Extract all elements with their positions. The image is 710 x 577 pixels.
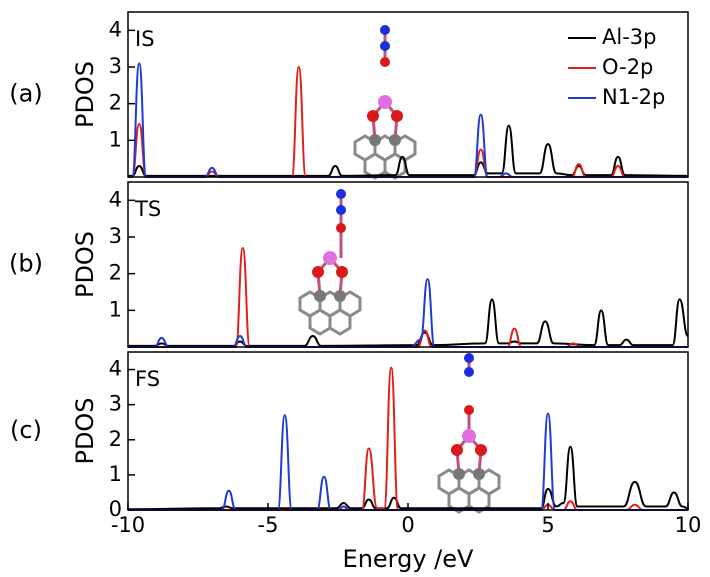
legend-label: N1-2p: [602, 85, 665, 109]
y-tick-label: 0: [109, 497, 122, 521]
series-line: [128, 412, 688, 512]
panel: 1 2 3 4 PDOS (a) IS Al-3p O-2p N1-2p: [9, 11, 689, 179]
plot-frame: [127, 351, 689, 511]
series-line: [127, 445, 689, 511]
plot-frame: [127, 181, 689, 348]
molecule-is: [353, 25, 417, 180]
series-line: [127, 246, 688, 349]
series-line: [128, 298, 689, 347]
state-label: IS: [135, 27, 155, 51]
y-tick-label: 4: [109, 357, 122, 381]
x-tick-label: 10: [675, 513, 702, 537]
y-axis-label: PDOS: [71, 61, 99, 128]
x-tick-label: 5: [541, 513, 554, 537]
y-axis-label: PDOS: [71, 397, 99, 464]
panel-label: (b): [9, 250, 43, 278]
y-axis-label: PDOS: [71, 231, 99, 298]
y-tick-label: 3: [109, 224, 122, 248]
series-line: [127, 62, 688, 179]
x-tick-label: -5: [258, 513, 279, 537]
panel-label: (c): [10, 416, 42, 444]
y-tick-label: 4: [109, 17, 122, 41]
legend-label: O-2p: [602, 55, 653, 79]
y-tick-label: 2: [109, 427, 122, 451]
x-tick-label: -10: [111, 513, 145, 537]
x-tick-label: 0: [401, 513, 414, 537]
y-tick-label: 2: [109, 91, 122, 115]
y-tick-label: 3: [109, 54, 122, 78]
y-tick-label: 2: [109, 261, 122, 285]
x-axis-label: Energy /eV: [343, 545, 475, 573]
state-label: TS: [134, 197, 161, 221]
y-tick-label: 1: [109, 127, 122, 151]
plot-frame: [127, 11, 689, 178]
molecule-ts: [298, 189, 362, 336]
series-line: [127, 278, 688, 349]
series-line: [127, 65, 688, 179]
legend-label: Al-3p: [602, 25, 656, 49]
state-label: FS: [135, 367, 160, 391]
series-line: [128, 366, 688, 512]
y-tick-label: 1: [109, 462, 122, 486]
molecule-fs: [437, 353, 501, 514]
y-tick-label: 3: [109, 392, 122, 416]
panel: 1 2 3 4 PDOS (b) TS: [9, 181, 689, 349]
panel: 0 1 2 3 4 -10 -5 0 5 10 PDOS (c) FS Energy /eV: [10, 351, 702, 573]
y-tick-label: 1: [109, 297, 122, 321]
panel-label: (a): [9, 80, 42, 108]
y-tick-label: 4: [109, 187, 122, 211]
